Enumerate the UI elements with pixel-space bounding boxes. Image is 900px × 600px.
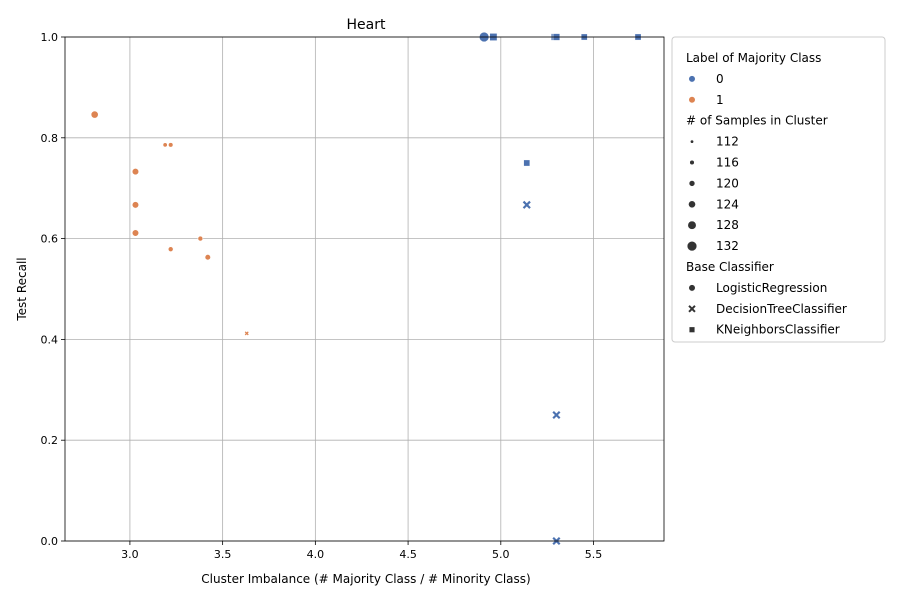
plot-frame	[64, 36, 665, 542]
legend-title-hue: Label of Majority Class	[686, 51, 821, 65]
data-point-circle	[197, 235, 204, 242]
data-point-square	[523, 159, 531, 167]
legend-label-style: LogisticRegression	[716, 281, 827, 295]
legend-marker-style	[688, 284, 696, 292]
y-tick-label: 0.6	[41, 233, 59, 246]
data-point-circle	[131, 167, 140, 176]
data-point-circle	[131, 229, 140, 237]
legend-label-style: KNeighborsClassifier	[716, 323, 840, 337]
x-axis-ticks: 3.0 3.5 4.0 4.5 5.0 5.5	[121, 541, 602, 561]
x-tick-label: 5.0	[492, 548, 510, 561]
legend-title-style: Base Classifier	[686, 260, 774, 274]
x-tick-label: 5.5	[585, 548, 603, 561]
x-axis-label: Cluster Imbalance (# Majority Class / # …	[201, 572, 530, 586]
data-point-circle	[162, 142, 168, 148]
chart-title: Heart	[347, 17, 386, 33]
data-point-x	[552, 410, 561, 420]
legend-marker-size	[688, 200, 696, 209]
legend-box	[671, 36, 886, 343]
legend-label-hue: 0	[716, 72, 724, 86]
data-point-circle	[131, 201, 140, 209]
legend-label-size: 124	[716, 197, 739, 211]
legend-label-size: 128	[716, 218, 739, 232]
legend: Label of Majority Class 0 1 # of Samples in…	[671, 36, 886, 343]
y-tick-label: 0.2	[41, 434, 59, 447]
y-tick-label: 0.4	[41, 333, 59, 346]
legend-label-size: 120	[716, 176, 739, 190]
legend-marker-size	[688, 180, 696, 187]
data-point-circle	[168, 142, 174, 148]
legend-marker-size	[687, 220, 697, 230]
x-tick-label: 4.5	[399, 548, 417, 561]
legend-label-size: 116	[716, 156, 739, 170]
legend-marker-style	[688, 326, 696, 333]
y-tick-label: 0.8	[41, 132, 59, 145]
y-axis-label: Test Recall	[15, 257, 29, 321]
data-point-circle	[167, 246, 174, 252]
y-tick-label: 0.0	[41, 535, 59, 548]
data-point-x	[244, 331, 249, 336]
legend-marker-hue	[688, 96, 696, 104]
legend-label-size: 132	[716, 239, 739, 253]
grid-lines	[65, 36, 664, 542]
legend-marker-hue	[688, 75, 696, 83]
legend-label-size: 112	[716, 135, 739, 149]
legend-marker-size	[689, 159, 695, 166]
x-tick-label: 4.0	[307, 548, 325, 561]
legend-marker-size	[689, 139, 694, 144]
legend-marker-size	[686, 240, 698, 252]
legend-label-style: DecisionTreeClassifier	[716, 302, 847, 316]
legend-label-hue: 1	[716, 93, 724, 107]
data-point-circle	[90, 110, 99, 119]
x-tick-label: 3.0	[121, 548, 139, 561]
data-point-x	[522, 200, 531, 209]
y-tick-label: 1.0	[41, 31, 59, 44]
legend-marker-style	[688, 305, 696, 313]
x-tick-label: 3.5	[214, 548, 232, 561]
legend-title-size: # of Samples in Cluster	[686, 114, 828, 128]
y-axis-ticks: 0.0 0.2 0.4 0.6 0.8 1.0	[41, 31, 65, 548]
data-points	[90, 31, 642, 546]
data-point-circle	[204, 254, 211, 261]
